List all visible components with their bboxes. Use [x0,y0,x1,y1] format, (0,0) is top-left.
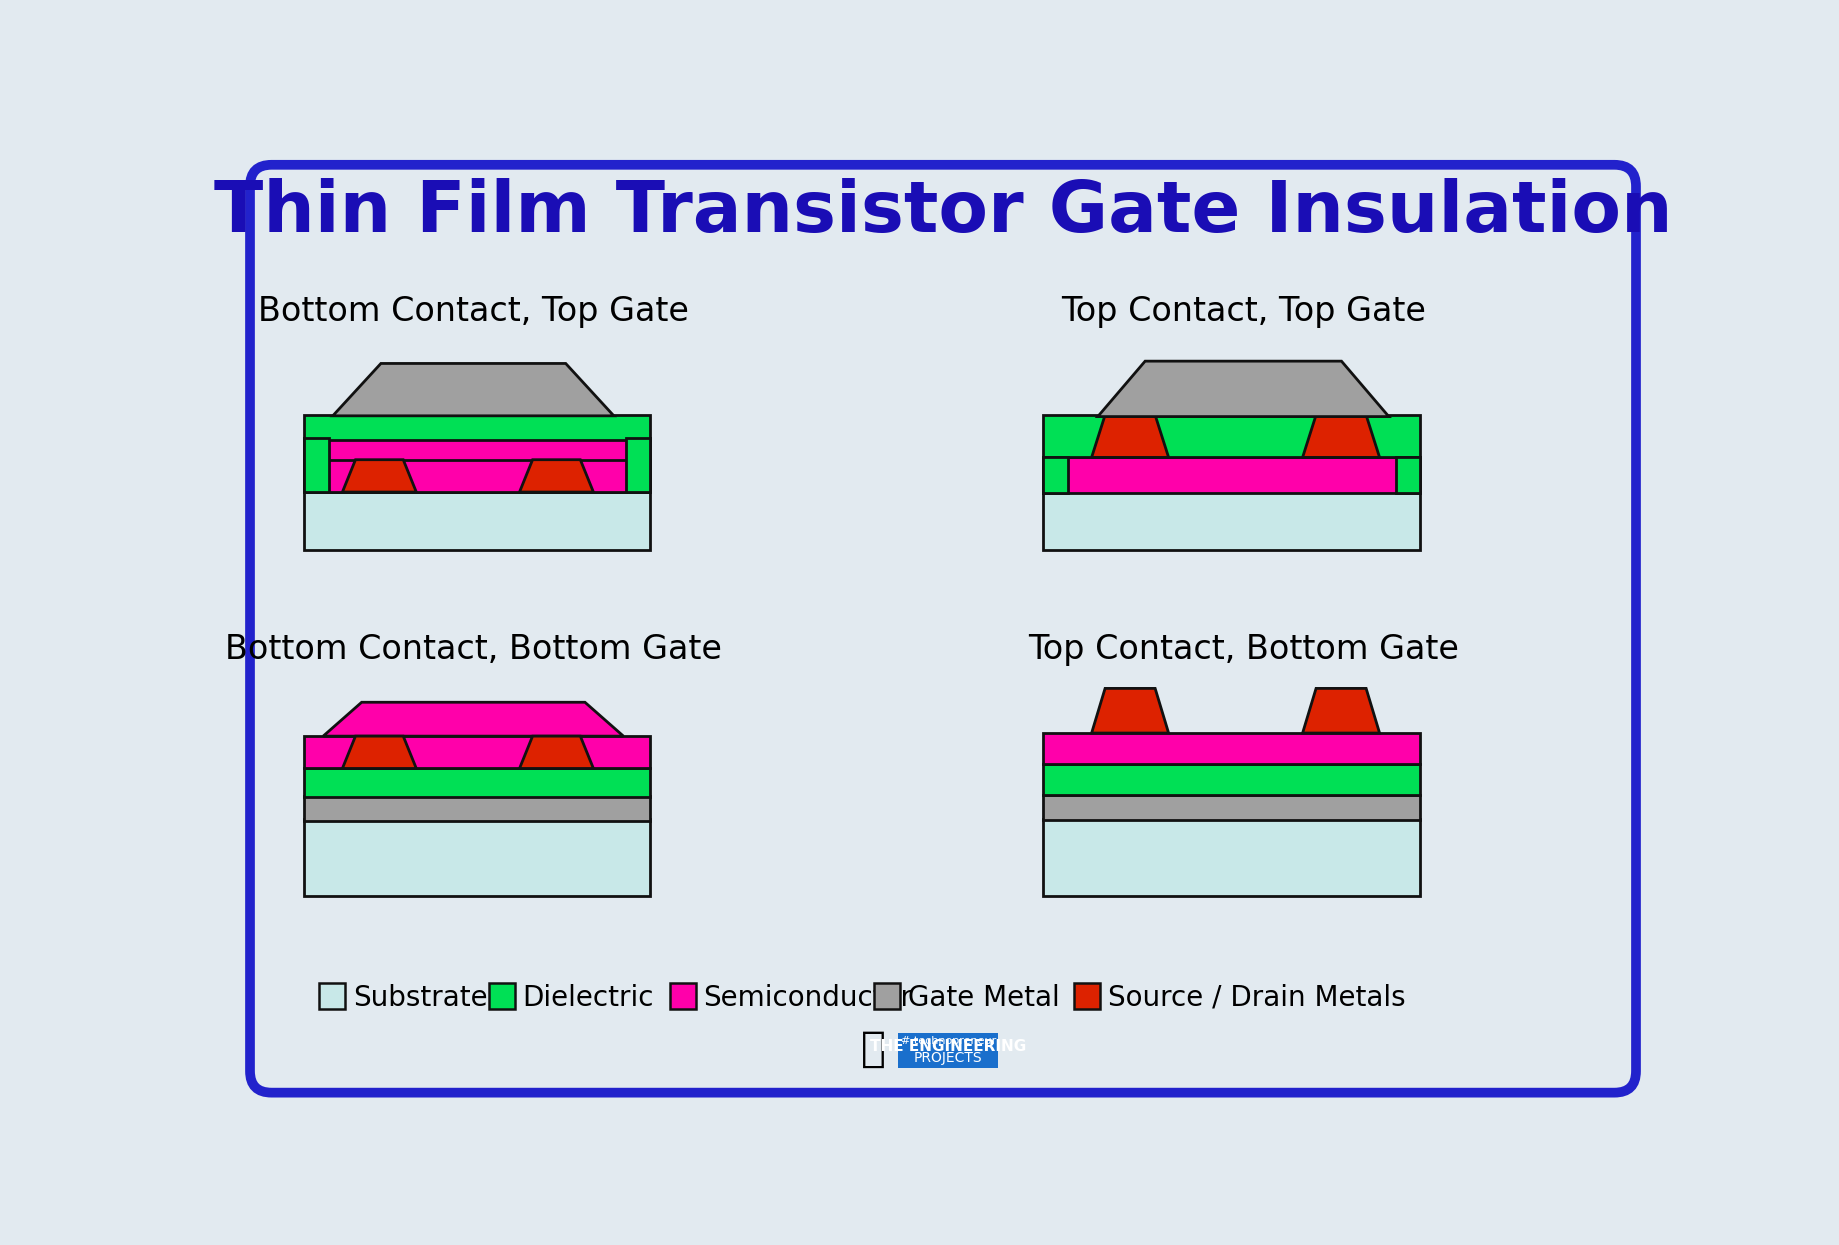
Bar [303,819,649,896]
Bar [489,984,515,1010]
Polygon shape [1091,415,1168,457]
Bar [897,1033,999,1068]
Bar [1043,415,1420,457]
Text: Dielectric: Dielectric [522,984,653,1012]
Bar [303,459,649,492]
Polygon shape [1098,361,1388,417]
Bar [1043,819,1420,896]
Text: Gate Metal: Gate Metal [907,984,1059,1012]
Polygon shape [519,736,594,768]
Bar [669,984,695,1010]
Polygon shape [342,459,416,492]
Text: # technopreneur: # technopreneur [901,1036,995,1046]
Bar [303,736,649,768]
Text: Substrate: Substrate [353,984,487,1012]
Bar [874,984,899,1010]
Text: 🤖: 🤖 [861,1028,886,1069]
Polygon shape [324,702,623,736]
Bar [1074,984,1100,1010]
Bar [303,492,649,550]
Polygon shape [342,736,416,768]
Polygon shape [519,459,594,492]
Text: THE ENGINEERING: THE ENGINEERING [870,1038,1026,1055]
Polygon shape [1302,415,1379,457]
Polygon shape [1091,688,1168,733]
Bar [303,797,649,820]
Bar [1043,457,1420,493]
Polygon shape [333,364,614,416]
Bar [1043,764,1420,794]
Text: Semiconductor: Semiconductor [702,984,912,1012]
Bar [303,438,649,492]
Text: Top Contact, Top Gate: Top Contact, Top Gate [1061,295,1425,327]
Bar [303,415,649,439]
Bar [303,438,329,492]
Bar [1043,457,1067,493]
Bar [1043,733,1420,764]
Bar [320,984,346,1010]
FancyBboxPatch shape [250,164,1635,1093]
Bar [1043,492,1420,550]
Bar [1396,457,1420,493]
Text: PROJECTS: PROJECTS [914,1051,982,1064]
Text: Top Contact, Bottom Gate: Top Contact, Bottom Gate [1028,634,1458,666]
Text: Source / Drain Metals: Source / Drain Metals [1107,984,1405,1012]
Text: Bottom Contact, Bottom Gate: Bottom Contact, Bottom Gate [224,634,721,666]
Bar [303,768,649,797]
Text: Thin Film Transistor Gate Insulation: Thin Film Transistor Gate Insulation [213,178,1672,247]
Text: Bottom Contact, Top Gate: Bottom Contact, Top Gate [257,295,688,327]
Bar [1043,794,1420,820]
Bar [625,438,649,492]
Polygon shape [1302,688,1379,733]
